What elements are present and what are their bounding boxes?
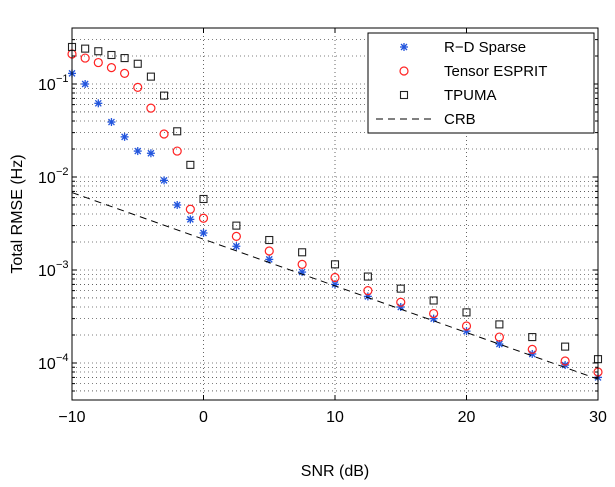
legend: R−D Sparse Tensor ESPRIT TPUMA CRB xyxy=(367,32,595,134)
data-point xyxy=(160,91,169,100)
data-point xyxy=(298,268,307,277)
series-crb xyxy=(71,192,599,380)
data-point xyxy=(133,82,143,92)
data-point xyxy=(429,296,438,305)
data-point xyxy=(264,246,274,256)
data-point xyxy=(81,44,90,53)
x-axis-label: SNR (dB) xyxy=(301,463,369,480)
data-point xyxy=(330,260,340,269)
data-point xyxy=(231,231,241,241)
legend-box xyxy=(367,32,595,134)
data-point xyxy=(363,272,372,281)
data-point xyxy=(396,284,405,293)
data-point xyxy=(160,176,169,185)
legend-label-crb: CRB xyxy=(444,111,476,128)
data-point xyxy=(119,68,130,78)
data-point xyxy=(146,149,155,158)
data-point xyxy=(199,194,208,204)
data-point xyxy=(396,303,405,311)
data-point xyxy=(81,79,90,88)
data-point xyxy=(494,332,504,342)
data-point xyxy=(146,103,156,113)
data-point xyxy=(94,47,103,56)
x-tick-label: 20 xyxy=(458,409,476,426)
data-point xyxy=(199,228,208,237)
data-point xyxy=(528,333,537,342)
y-axis-label: Total RMSE (Hz) xyxy=(9,154,26,273)
x-tick-label: −10 xyxy=(58,409,85,426)
legend-label-tpuma: TPUMA xyxy=(444,87,497,104)
data-point xyxy=(495,320,504,329)
data-point xyxy=(106,63,117,73)
data-point xyxy=(172,146,182,156)
data-point xyxy=(461,321,472,331)
data-point xyxy=(133,147,142,156)
y-tick-exponent: −4 xyxy=(56,352,69,364)
data-point xyxy=(120,54,129,63)
x-tick-label: 30 xyxy=(589,409,607,426)
y-tick-exponent: −2 xyxy=(56,166,69,178)
data-point xyxy=(107,118,116,127)
data-point xyxy=(429,308,439,319)
data-point xyxy=(561,342,570,351)
legend-swatch-tpuma xyxy=(399,90,409,100)
y-tick-exponent: −3 xyxy=(56,259,69,271)
data-point xyxy=(173,200,182,209)
data-point xyxy=(265,235,274,245)
legend-label-tensor-esprit: Tensor ESPRIT xyxy=(444,63,547,80)
data-point xyxy=(186,215,195,224)
data-point xyxy=(133,59,142,68)
data-point xyxy=(146,72,155,81)
data-point xyxy=(173,127,182,136)
data-point xyxy=(527,344,537,355)
data-point xyxy=(298,248,307,257)
legend-label-r-d-sparse: R−D Sparse xyxy=(444,39,526,56)
y-tick-label: 10 xyxy=(38,356,56,373)
data-point xyxy=(560,356,570,366)
data-point xyxy=(198,213,209,223)
data-point xyxy=(185,204,195,214)
data-point xyxy=(93,57,103,68)
data-point xyxy=(80,53,90,63)
data-point xyxy=(186,160,195,169)
data-point xyxy=(297,259,307,269)
data-point xyxy=(107,50,116,60)
data-point xyxy=(159,129,169,139)
data-point xyxy=(232,221,241,230)
y-tick-label: 10 xyxy=(38,263,56,280)
data-point xyxy=(396,297,406,307)
data-point xyxy=(232,242,241,251)
crb-line xyxy=(71,192,599,380)
y-tick-label: 10 xyxy=(38,77,56,94)
series-layer xyxy=(67,42,603,382)
y-tick-label: 10 xyxy=(38,170,56,187)
data-point xyxy=(462,308,471,317)
data-point xyxy=(120,132,129,141)
series-tpuma xyxy=(67,42,603,364)
data-point xyxy=(94,99,103,108)
data-point xyxy=(363,286,373,296)
legend-swatch-tensor-esprit xyxy=(399,66,409,76)
legend-swatch-r-d-sparse xyxy=(400,43,408,51)
data-point xyxy=(330,272,340,283)
x-tick-label: 0 xyxy=(199,409,208,426)
y-tick-exponent: −1 xyxy=(56,73,69,85)
x-tick-label: 10 xyxy=(326,409,344,426)
